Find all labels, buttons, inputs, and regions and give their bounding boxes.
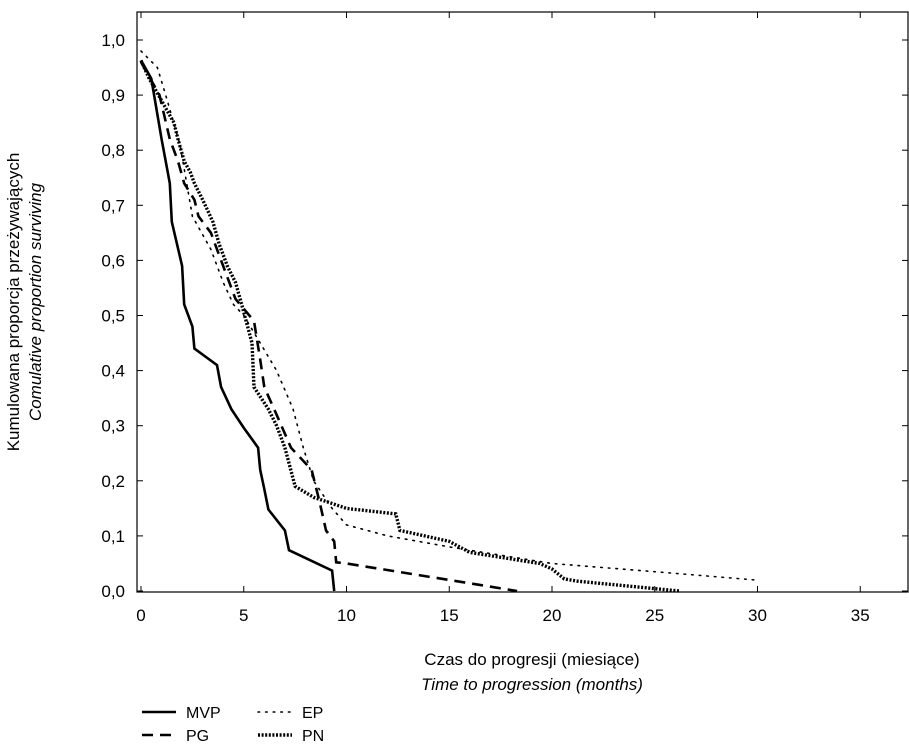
x-tick-label: 30 [748, 606, 767, 625]
y-tick-label: 0,0 [101, 582, 125, 601]
legend-label-pn: PN [302, 728, 324, 745]
y-tick-label: 0,4 [101, 362, 125, 381]
axis-tick-labels: 0 5 10 15 20 25 30 35 0,0 0,1 0,2 0,3 0,4 0,5 0,6 0,7 0,… [101, 31, 869, 625]
y-tick-label: 0,3 [101, 417, 125, 436]
legend-label-mvp: MVP [186, 705, 221, 722]
series-line-ep [140, 50, 757, 581]
legend: MVP PG EP PN [142, 705, 324, 745]
series-line-mvp [139, 59, 336, 592]
x-tick-label: 0 [136, 606, 145, 625]
x-tick-label: 5 [239, 606, 248, 625]
series-group [139, 50, 757, 593]
x-tick-label: 15 [440, 606, 459, 625]
series-line-pn [139, 59, 680, 593]
y-axis-title-pl: Kumulowana proporcja przeżywających [4, 153, 23, 452]
x-tick-label: 35 [851, 606, 870, 625]
y-tick-label: 0,5 [101, 307, 125, 326]
x-axis-title-pl: Czas do progresji (miesiące) [424, 650, 639, 669]
x-tick-label: 20 [543, 606, 562, 625]
y-axis-title: Kumulowana proporcja przeżywających Comu… [4, 153, 45, 452]
y-tick-label: 0,7 [101, 196, 125, 215]
y-tick-label: 0,6 [101, 251, 125, 270]
y-tick-label: 0,9 [101, 86, 125, 105]
legend-label-ep: EP [302, 705, 323, 722]
x-tick-label: 10 [337, 606, 356, 625]
legend-label-pg: PG [186, 728, 209, 745]
x-axis-title-en: Time to progression (months) [421, 675, 643, 694]
axis-ticks [137, 12, 908, 592]
y-axis-title-en: Comulative proportion surviving [26, 182, 45, 421]
y-tick-label: 0,8 [101, 141, 125, 160]
x-tick-label: 25 [645, 606, 664, 625]
series-line-pg [139, 61, 518, 593]
plot-frame [136, 11, 909, 593]
y-tick-label: 0,1 [101, 527, 125, 546]
y-tick-label: 1,0 [101, 31, 125, 50]
y-tick-label: 0,2 [101, 472, 125, 491]
